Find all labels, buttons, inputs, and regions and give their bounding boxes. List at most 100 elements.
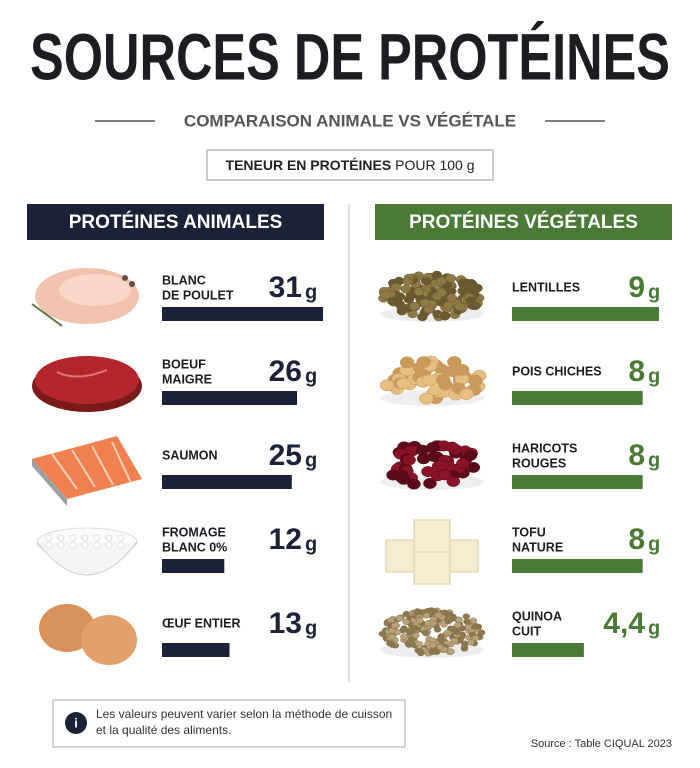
food-grain bbox=[453, 629, 462, 636]
food-grain bbox=[460, 645, 469, 652]
item-name: TOFU bbox=[512, 525, 546, 539]
food bbox=[117, 534, 125, 542]
column-header bbox=[375, 204, 672, 240]
item-name: DE POULET bbox=[162, 288, 234, 302]
food-grain bbox=[437, 633, 446, 640]
food-grain bbox=[465, 296, 477, 306]
food-grain bbox=[379, 379, 395, 392]
food-grain bbox=[393, 629, 402, 636]
food bbox=[71, 449, 96, 488]
item-unit: g bbox=[648, 449, 660, 471]
item-value: 12 bbox=[269, 523, 302, 556]
food-grain bbox=[463, 618, 471, 625]
badge-text: TENEUR EN PROTÉINES POUR 100 g bbox=[226, 157, 475, 173]
item-unit: g bbox=[305, 365, 317, 387]
item-unit: g bbox=[305, 449, 317, 471]
food-grain bbox=[426, 442, 440, 453]
bar bbox=[162, 307, 323, 321]
food-grain bbox=[477, 629, 486, 636]
food bbox=[31, 303, 63, 327]
column-header bbox=[27, 204, 324, 240]
item-name: ŒUF ENTIER bbox=[162, 616, 240, 630]
food bbox=[117, 541, 125, 549]
note-box bbox=[52, 699, 406, 748]
food bbox=[91, 445, 114, 486]
food-grain bbox=[417, 312, 428, 322]
food-grain bbox=[412, 632, 420, 639]
food-grain bbox=[402, 618, 410, 625]
food-grain bbox=[429, 620, 437, 627]
item-name: BLANC 0% bbox=[162, 540, 227, 554]
food-grain bbox=[405, 641, 413, 648]
food-grain bbox=[380, 290, 391, 300]
food-grain bbox=[421, 629, 430, 636]
bar bbox=[512, 391, 643, 405]
title: SOURCES DE PROTÉINES bbox=[30, 19, 670, 93]
food-grain bbox=[446, 293, 458, 303]
food-grain bbox=[407, 636, 416, 643]
food-grain bbox=[467, 639, 475, 646]
food-grain bbox=[446, 475, 461, 487]
food-grain bbox=[436, 276, 447, 286]
food-grain bbox=[413, 287, 425, 296]
item-name: SAUMON bbox=[162, 448, 218, 462]
item-value: 9 bbox=[628, 271, 645, 304]
food-grain bbox=[445, 274, 457, 283]
food bbox=[81, 541, 89, 549]
food-grain bbox=[423, 305, 435, 314]
food-grain bbox=[416, 356, 432, 368]
info-icon bbox=[65, 712, 87, 734]
food-grain bbox=[391, 622, 399, 629]
bar bbox=[512, 475, 643, 489]
column-title: PROTÉINES ANIMALES bbox=[69, 211, 283, 233]
food-grain bbox=[449, 615, 457, 622]
food bbox=[51, 453, 78, 490]
food bbox=[69, 534, 77, 542]
food-grain bbox=[396, 377, 411, 390]
badge-rest: POUR 100 g bbox=[395, 157, 474, 173]
food bbox=[69, 541, 77, 549]
food-grain bbox=[436, 288, 447, 298]
food-grain bbox=[402, 454, 416, 466]
food bbox=[32, 436, 142, 499]
food-grain bbox=[463, 449, 478, 461]
bar bbox=[162, 391, 297, 405]
food bbox=[59, 274, 131, 306]
food-grain bbox=[450, 637, 459, 644]
column-title: PROTÉINES VÉGÉTALES bbox=[409, 211, 638, 233]
item-value: 8 bbox=[628, 439, 645, 472]
item-value: 4,4 bbox=[603, 607, 645, 640]
food-grain bbox=[454, 302, 465, 311]
item-value: 31 bbox=[269, 271, 302, 304]
food-grain bbox=[454, 622, 462, 629]
food-grain bbox=[414, 647, 423, 654]
food-grain bbox=[468, 374, 483, 387]
food-grain bbox=[435, 459, 450, 471]
food bbox=[32, 459, 67, 506]
item-name: POIS CHICHES bbox=[512, 364, 602, 378]
food-grain bbox=[399, 356, 415, 369]
food-grain bbox=[469, 617, 478, 624]
food-grain bbox=[439, 311, 451, 321]
source: Source : Table CIQUAL 2023 bbox=[531, 738, 672, 750]
item-value: 13 bbox=[269, 607, 302, 640]
food-grain bbox=[471, 623, 480, 630]
food-grain bbox=[436, 374, 451, 386]
food-grain bbox=[437, 469, 452, 481]
note: Les valeurs peuvent varier selon la méth… bbox=[96, 707, 393, 737]
item-value: 25 bbox=[269, 439, 302, 472]
badge-bold: TENEUR EN PROTÉINES bbox=[226, 157, 392, 173]
bar bbox=[512, 307, 659, 321]
food-grain bbox=[456, 458, 470, 469]
item-unit: g bbox=[648, 533, 660, 555]
food-grain bbox=[402, 610, 411, 618]
food bbox=[45, 541, 53, 549]
food-grain bbox=[411, 624, 419, 631]
item-name: MAIGRE bbox=[162, 372, 212, 386]
item-unit: g bbox=[305, 617, 317, 639]
item-name: BOEUF bbox=[162, 357, 206, 371]
food bbox=[413, 519, 451, 553]
food bbox=[111, 441, 132, 484]
food bbox=[57, 541, 65, 549]
